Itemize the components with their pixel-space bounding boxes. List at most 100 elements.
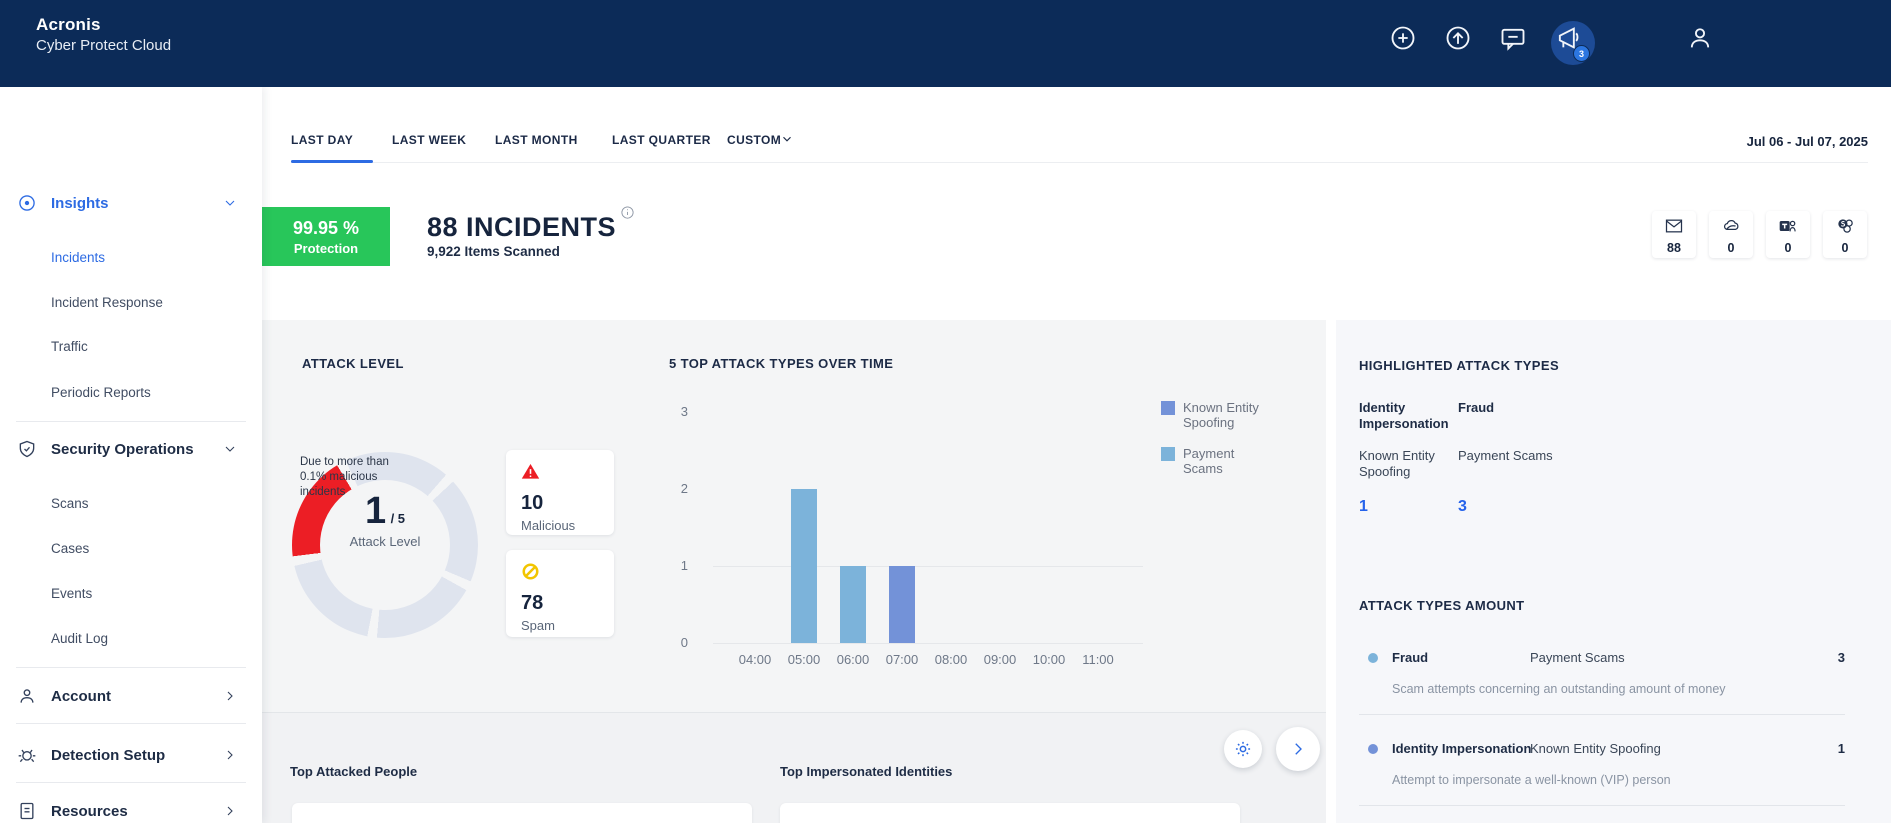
sidebar-section-resources[interactable]: Resources: [0, 794, 262, 823]
feedback-icon[interactable]: [1499, 24, 1527, 52]
chevron-right-icon: [222, 688, 238, 704]
top-impersonated-identities-card: [780, 803, 1240, 823]
tab-custom[interactable]: CUSTOM: [727, 133, 782, 147]
brand-name: Acronis: [36, 15, 101, 34]
sidebar-item-incidents[interactable]: Incidents: [0, 245, 262, 269]
channel-card-email[interactable]: 88: [1652, 211, 1696, 258]
malicious-label: Malicious: [521, 518, 576, 533]
add-icon[interactable]: [1389, 24, 1417, 52]
sidebar-section-security-operations[interactable]: Security Operations: [0, 432, 262, 466]
protection-badge: 99.95 % Protection: [262, 207, 390, 266]
protection-label: Protection: [293, 240, 359, 256]
sidebar-divider: [16, 421, 246, 422]
chevron-right-icon: [222, 747, 238, 763]
sidebar-item-cases[interactable]: Cases: [0, 536, 262, 560]
x-axis-tick: 05:00: [787, 652, 821, 667]
sidebar-section-detection-setup[interactable]: Detection Setup: [0, 738, 262, 772]
chart-bar[interactable]: [840, 566, 866, 643]
tab-last-day[interactable]: LAST DAY: [291, 133, 354, 147]
legend-swatch: [1161, 447, 1175, 461]
highlighted-col-identity-impersonation: Identity Impersonation: [1359, 400, 1479, 432]
legend-label: Known Entity Spoofing: [1183, 400, 1259, 430]
chart-bar[interactable]: [791, 489, 817, 643]
chevron-down-icon[interactable]: [780, 132, 794, 146]
sidebar-item-incident-response[interactable]: Incident Response: [0, 290, 262, 314]
sidebar-item-label: Events: [51, 585, 93, 601]
chart-bar[interactable]: [889, 566, 915, 643]
sidebar-section-account[interactable]: Account: [0, 679, 262, 713]
highlighted-count-link[interactable]: 1: [1359, 498, 1368, 515]
sidebar-divider: [16, 667, 246, 668]
channel-card-teams[interactable]: 0: [1766, 211, 1810, 258]
user-account-icon[interactable]: [1686, 24, 1714, 52]
channel-card-onedrive[interactable]: 0: [1709, 211, 1753, 258]
legend-item: Known Entity Spoofing: [1161, 400, 1291, 430]
x-axis-tick: 04:00: [738, 652, 772, 667]
widget-settings-button[interactable]: [1224, 730, 1262, 768]
spam-label: Spam: [521, 618, 555, 633]
teams-icon: [1778, 216, 1798, 241]
legend-swatch: [1161, 401, 1175, 415]
sidebar-section-label: Security Operations: [51, 440, 194, 458]
amount-count: 3: [1837, 650, 1845, 665]
tab-last-month[interactable]: LAST MONTH: [495, 133, 578, 147]
channel-count: 88: [1667, 241, 1681, 255]
tab-last-week[interactable]: LAST WEEK: [392, 133, 467, 147]
tab-last-quarter[interactable]: LAST QUARTER: [612, 133, 711, 147]
sidebar-item-events[interactable]: Events: [0, 581, 262, 605]
x-axis-tick: 11:00: [1082, 652, 1114, 667]
sidebar-item-audit-log[interactable]: Audit Log: [0, 626, 262, 650]
sidebar-item-scans[interactable]: Scans: [0, 491, 262, 515]
person-icon: [17, 686, 37, 706]
x-axis-tick: 07:00: [885, 652, 919, 667]
onedrive-icon: [1721, 216, 1741, 241]
protection-percent: 99.95 %: [292, 217, 360, 238]
x-axis-tick: 06:00: [836, 652, 870, 667]
sidebar-item-label: Incident Response: [51, 294, 163, 310]
shield-icon: [17, 439, 37, 459]
channel-count: 0: [1841, 241, 1849, 255]
sidebar-item-periodic-reports[interactable]: Periodic Reports: [0, 380, 262, 404]
sidebar: Insights Incidents Incident Response Tra…: [0, 87, 262, 823]
top-bar: Acronis Cyber Protect Cloud 3: [0, 0, 1891, 87]
notification-count-badge[interactable]: 3: [1573, 45, 1590, 62]
sidebar-section-label: Detection Setup: [51, 746, 166, 764]
spam-stat-card[interactable]: 78 Spam: [506, 550, 614, 637]
incidents-title: 88 INCIDENTS: [427, 212, 617, 242]
chevron-down-icon: [222, 195, 238, 211]
top-attacked-people-title: Top Attacked People: [290, 764, 418, 779]
sidebar-item-traffic[interactable]: Traffic: [0, 334, 262, 358]
tabs-divider: [291, 162, 1868, 163]
y-axis-tick: 2: [680, 481, 688, 496]
category-dot: [1368, 653, 1378, 663]
channel-count: 0: [1727, 241, 1735, 255]
sidebar-item-label: Scans: [51, 495, 89, 511]
sidebar-section-insights[interactable]: Insights: [0, 186, 262, 220]
row-divider: [1359, 714, 1845, 715]
amount-count: 1: [1837, 741, 1845, 756]
amount-technique: Known Entity Spoofing: [1530, 741, 1661, 756]
sidebar-item-label: Traffic: [51, 338, 88, 354]
spam-count: 78: [521, 592, 544, 614]
highlighted-count-link[interactable]: 3: [1458, 498, 1467, 515]
highlighted-category: Identity Impersonation: [1359, 400, 1449, 431]
channel-card-sharepoint[interactable]: 0: [1823, 211, 1867, 258]
chart-gridline: [713, 643, 1143, 644]
attack-level-value: 1: [364, 490, 387, 532]
document-icon: [17, 801, 37, 821]
block-icon: [521, 563, 540, 585]
attack-level-title: ATTACK LEVEL: [302, 356, 404, 371]
amount-category: Fraud: [1392, 650, 1429, 665]
upload-icon[interactable]: [1444, 24, 1472, 52]
amount-description: Scam attempts concerning an outstanding …: [1392, 682, 1726, 696]
next-page-button[interactable]: [1276, 727, 1320, 771]
amount-description: Attempt to impersonate a well-known (VIP…: [1392, 773, 1671, 787]
malicious-stat-card[interactable]: 10 Malicious: [506, 450, 614, 535]
row-divider: [1359, 805, 1845, 806]
attack-level-gauge-hole: [320, 480, 450, 610]
chart-gridline: [713, 566, 1143, 567]
info-icon[interactable]: [620, 205, 635, 220]
attack-level-max: / 5: [390, 511, 406, 526]
items-scanned-label: 9,922 Items Scanned: [427, 244, 560, 259]
amounts-title: ATTACK TYPES AMOUNT: [1359, 598, 1525, 613]
